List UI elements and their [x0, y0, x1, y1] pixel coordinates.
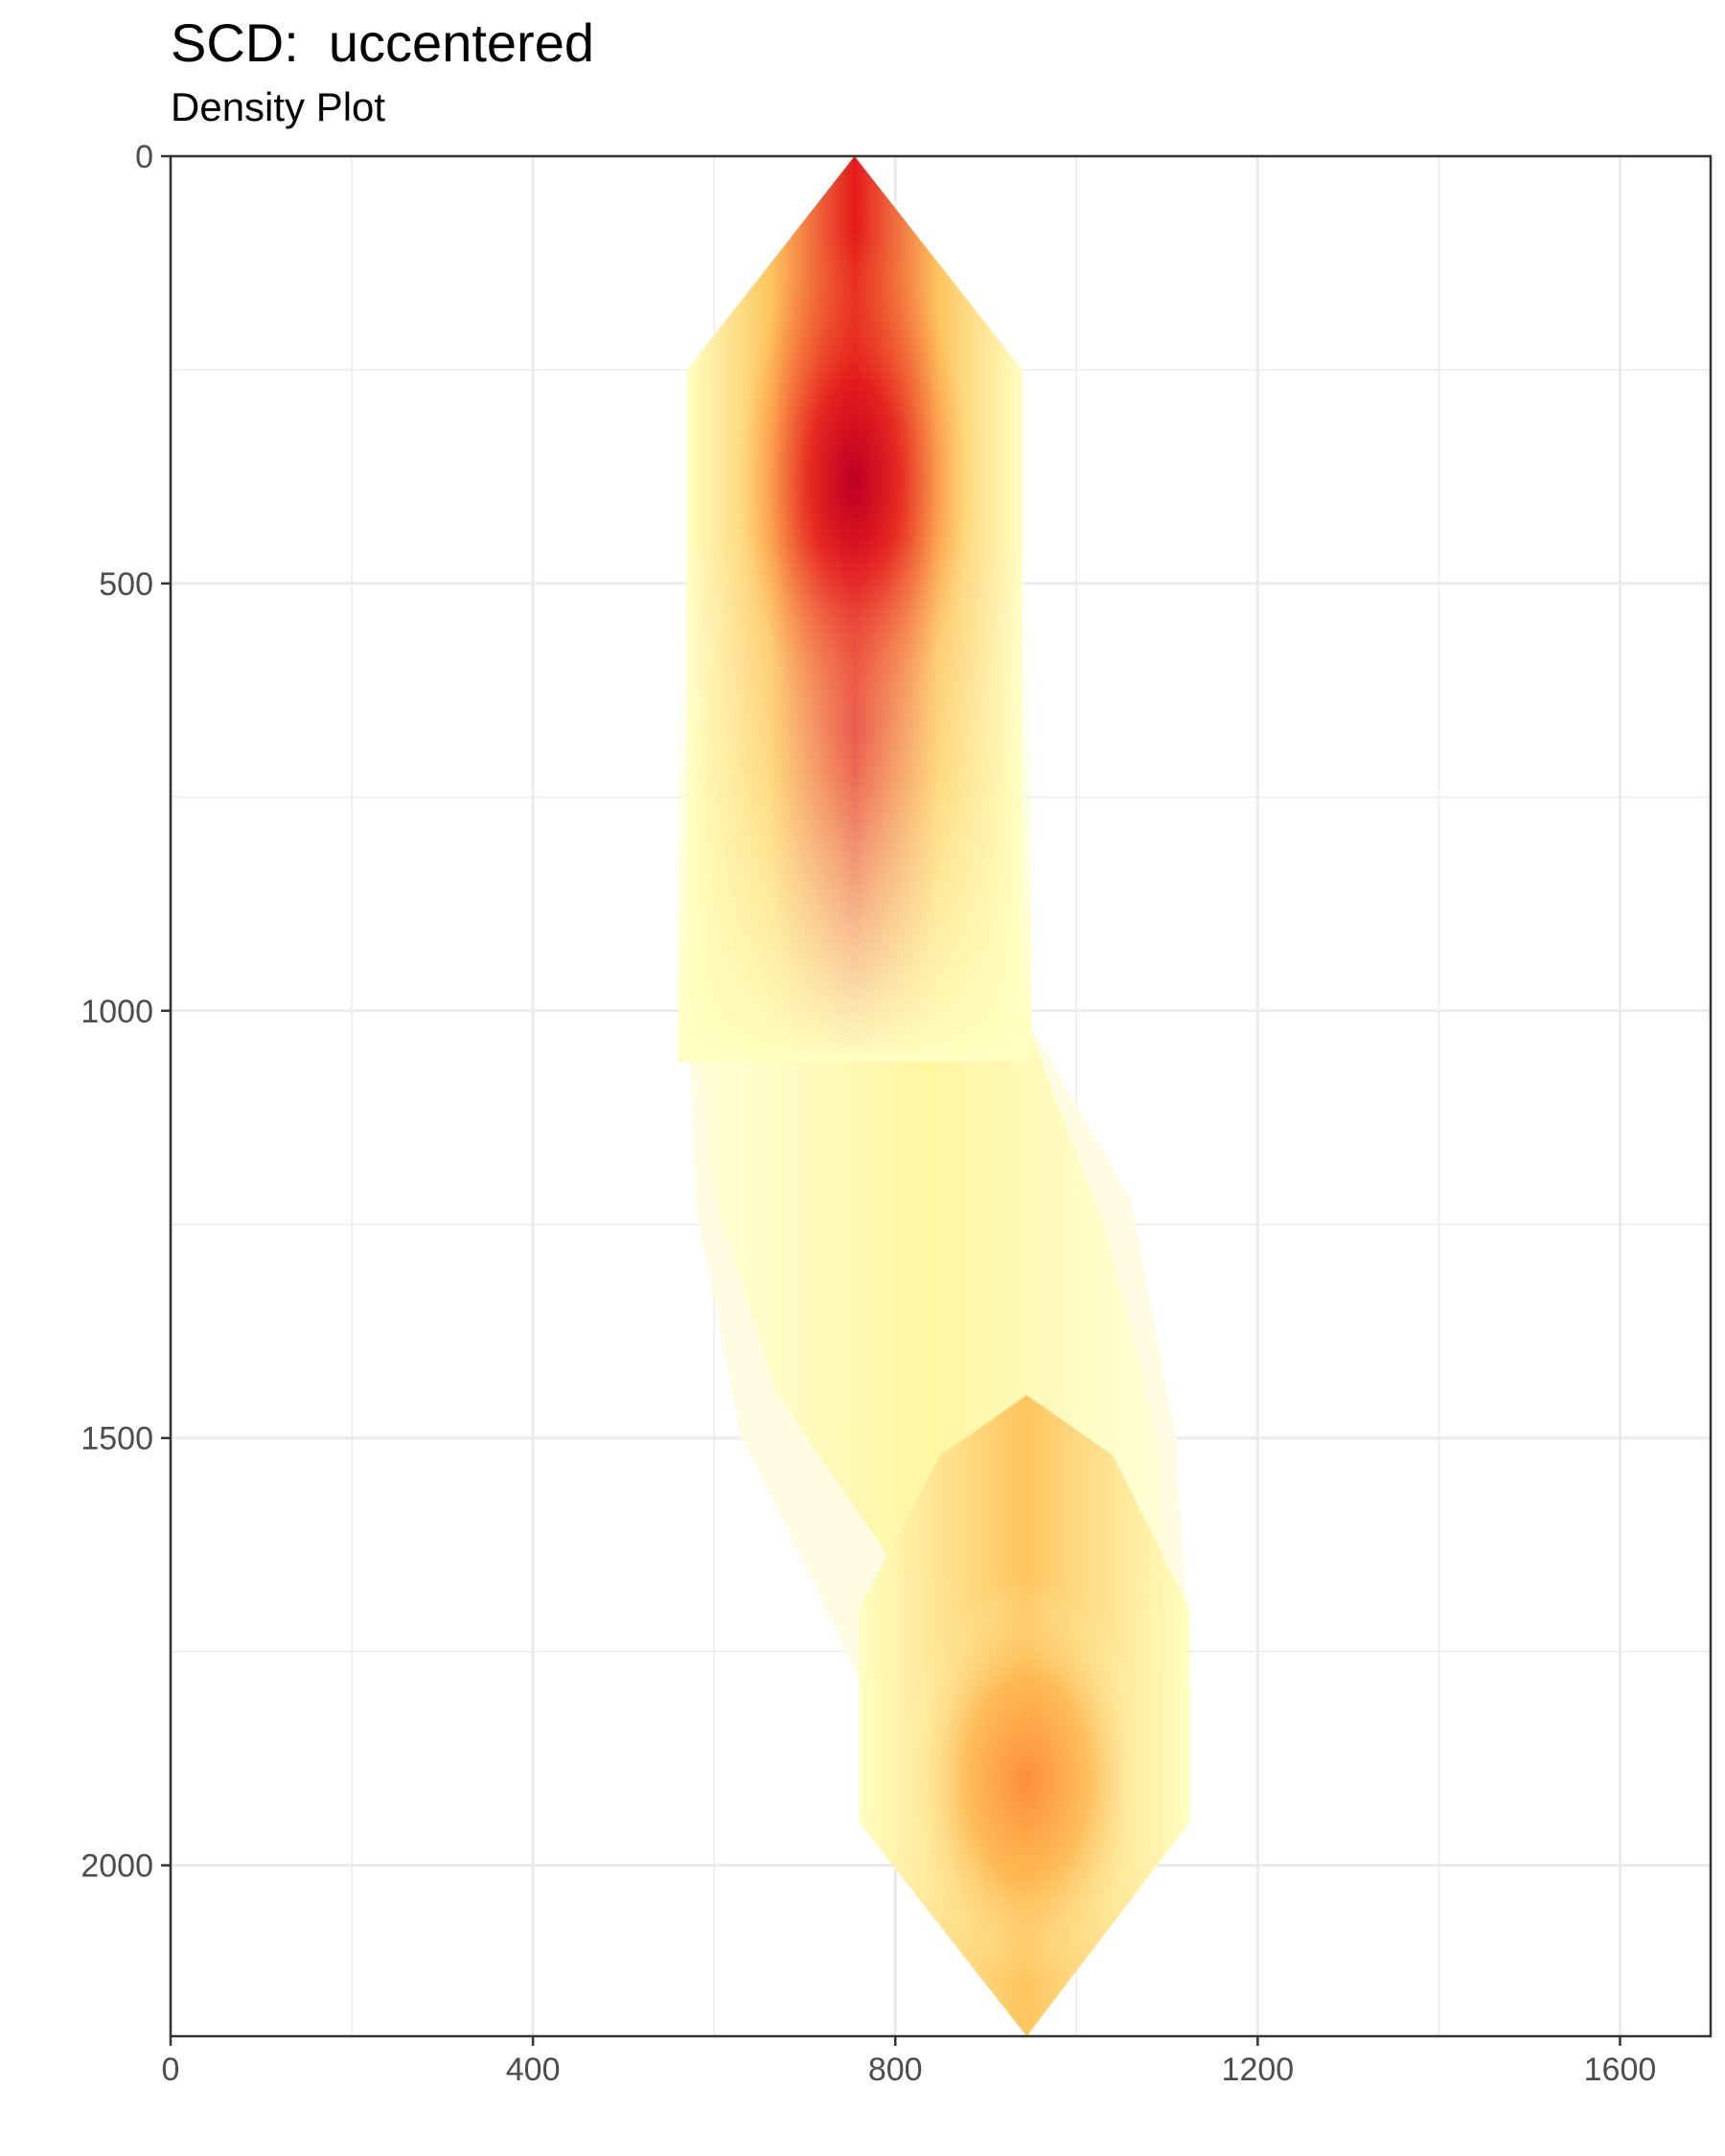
y-tick-label: 500: [99, 566, 153, 603]
chart-title: SCD: uccentered: [171, 12, 594, 73]
density-fill: [678, 156, 1190, 2036]
x-tick-label: 1600: [1584, 2052, 1657, 2088]
y-tick-label: 1000: [80, 994, 153, 1030]
x-tick-label: 800: [868, 2052, 923, 2088]
density-top-fade: [678, 540, 1032, 1063]
chart-subtitle: Density Plot: [171, 84, 386, 129]
x-tick-label: 0: [162, 2052, 180, 2088]
axes: 0 400 800 1200 1600 0 500 1000 1500 2000: [80, 139, 1713, 2088]
y-tick-label: 0: [135, 139, 153, 175]
x-tick-label: 400: [506, 2052, 561, 2088]
x-tick-label: 1200: [1222, 2052, 1295, 2088]
y-tick-label: 2000: [80, 1848, 153, 1885]
density-bottom-peak: [902, 1578, 1152, 1982]
plot-border: [169, 154, 1713, 2038]
y-tick-label: 1500: [80, 1421, 153, 1457]
